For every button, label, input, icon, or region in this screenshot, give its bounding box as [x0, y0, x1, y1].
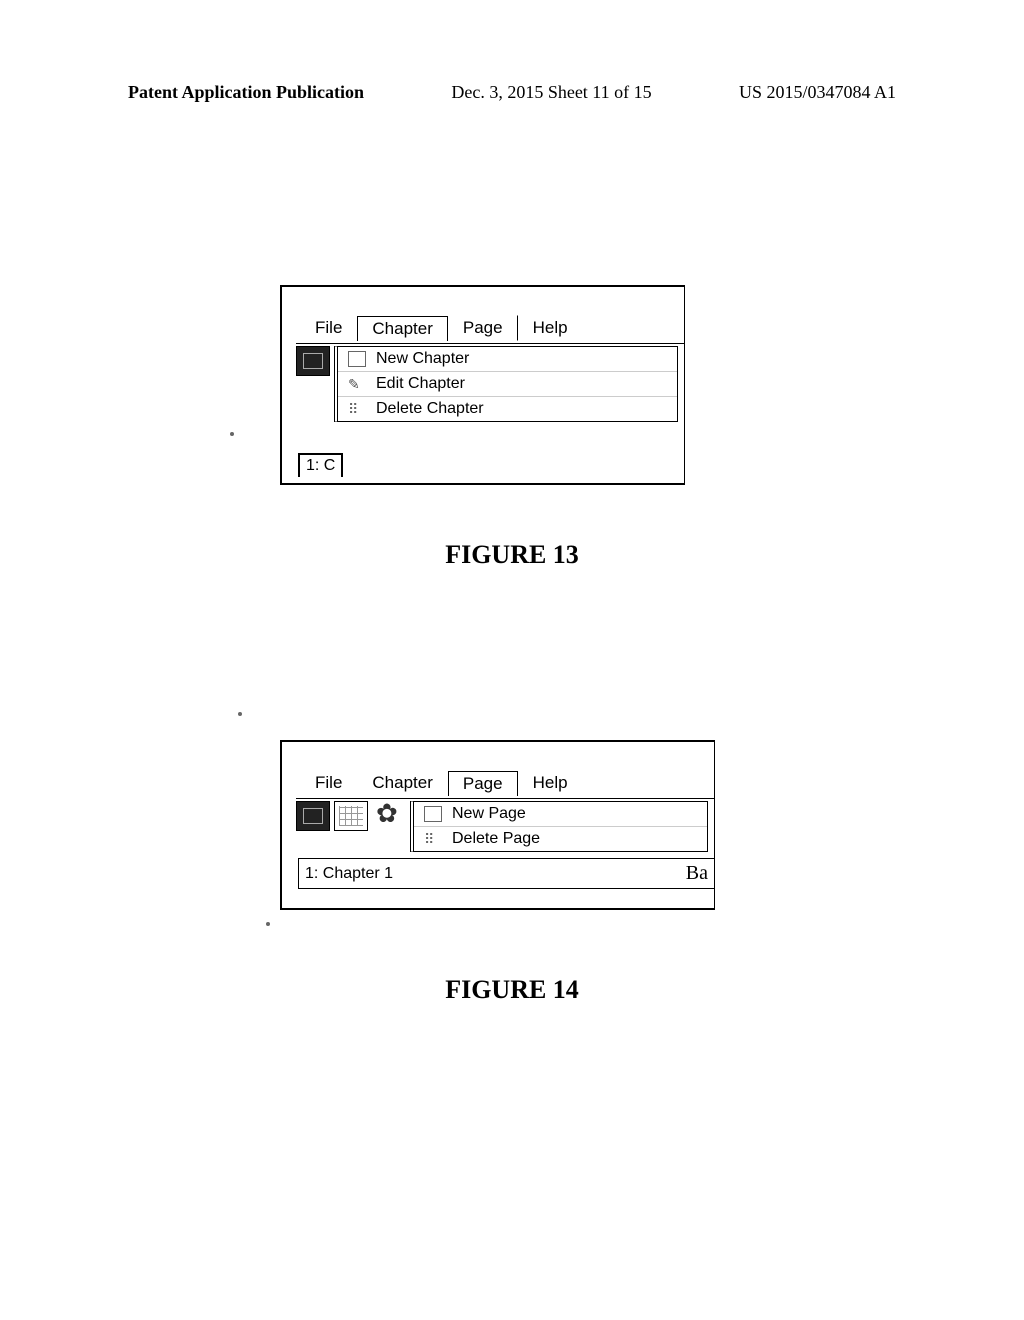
ba-label: Ba — [686, 862, 708, 885]
menu-file[interactable]: File — [300, 315, 357, 341]
menu-file[interactable]: File — [300, 770, 357, 796]
scan-dot — [266, 922, 270, 926]
dd-label: Edit Chapter — [376, 375, 465, 393]
dd-label: Delete Chapter — [376, 400, 484, 418]
toolbar-icon-a[interactable] — [296, 801, 330, 831]
menu-help[interactable]: Help — [518, 315, 583, 341]
dd-new-page[interactable]: New Page — [414, 802, 707, 827]
menubar-14: File Chapter Page Help — [300, 770, 714, 796]
scan-dot — [230, 432, 234, 436]
toolbar-icon-1[interactable] — [296, 346, 330, 376]
figure-13-caption: FIGURE 13 — [0, 540, 1024, 570]
pencil-icon — [348, 376, 366, 392]
dd-edit-chapter[interactable]: Edit Chapter — [338, 372, 677, 397]
delete-icon — [348, 401, 366, 417]
dd-label: Delete Page — [452, 830, 540, 848]
figure-14: File Chapter Page Help New Page Delete P… — [280, 740, 715, 910]
toolbar-icon-c[interactable] — [372, 801, 406, 831]
page-icon — [424, 806, 442, 822]
page-header: Patent Application Publication Dec. 3, 2… — [0, 82, 1024, 103]
side-tab-13: 1: C — [298, 453, 343, 477]
dd-label: New Chapter — [376, 350, 469, 368]
page-sparkle-icon — [348, 351, 366, 367]
figure-14-caption: FIGURE 14 — [0, 975, 1024, 1005]
toolbar-14: New Page Delete Page — [296, 798, 714, 852]
header-center: Dec. 3, 2015 Sheet 11 of 15 — [451, 82, 651, 103]
scan-dot — [238, 712, 242, 716]
side-tab-label: 1: C — [306, 457, 335, 474]
menu-chapter[interactable]: Chapter — [357, 770, 447, 796]
app-window-13: File Chapter Page Help New Chapter Edit … — [280, 285, 685, 485]
chapter-bar: 1: Chapter 1 Ba — [298, 858, 714, 889]
header-left: Patent Application Publication — [128, 82, 364, 103]
dd-delete-page[interactable]: Delete Page — [414, 827, 707, 851]
menu-page[interactable]: Page — [448, 315, 518, 341]
dd-label: New Page — [452, 805, 526, 823]
app-window-14: File Chapter Page Help New Page Delete P… — [280, 740, 715, 910]
header-right: US 2015/0347084 A1 — [739, 82, 896, 103]
menu-chapter[interactable]: Chapter — [357, 316, 447, 341]
dd-new-chapter[interactable]: New Chapter — [338, 347, 677, 372]
toolbar-13: New Chapter Edit Chapter Delete Chapter — [296, 343, 684, 422]
chapter-label: 1: Chapter 1 — [305, 865, 393, 883]
menubar-13: File Chapter Page Help — [300, 315, 684, 341]
figure-13: File Chapter Page Help New Chapter Edit … — [280, 285, 685, 485]
delete-icon — [424, 831, 442, 847]
menu-help[interactable]: Help — [518, 770, 583, 796]
menu-page[interactable]: Page — [448, 771, 518, 796]
toolbar-icon-b[interactable] — [334, 801, 368, 831]
chapter-dropdown: New Chapter Edit Chapter Delete Chapter — [334, 346, 678, 422]
page-dropdown: New Page Delete Page — [410, 801, 708, 852]
dd-delete-chapter[interactable]: Delete Chapter — [338, 397, 677, 421]
